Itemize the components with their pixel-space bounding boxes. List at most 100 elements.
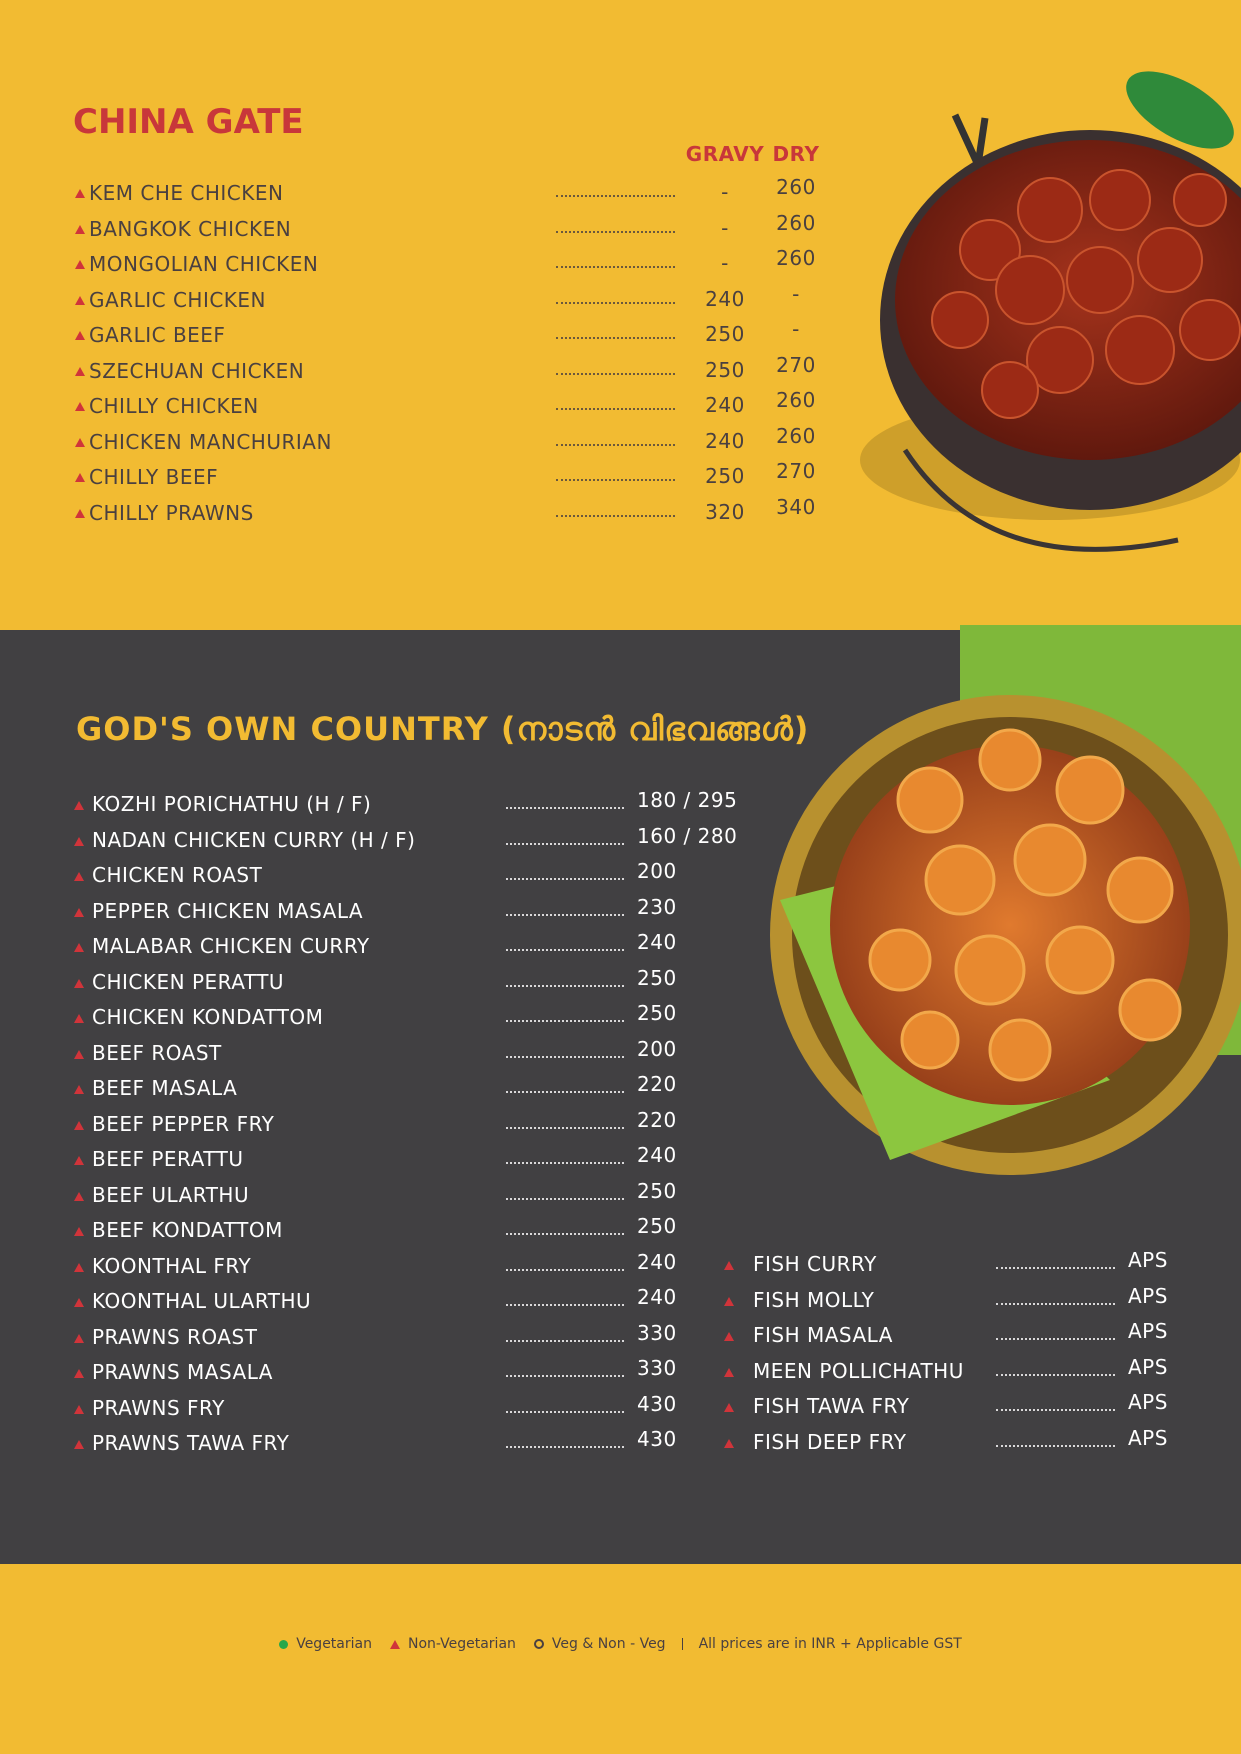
gravy-price: 250 — [705, 322, 745, 346]
non-veg-icon — [724, 1332, 734, 1341]
dry-price: 260 — [776, 388, 816, 412]
non-veg-icon — [74, 1120, 84, 1130]
gravy-price: 240 — [705, 428, 745, 453]
gravy-price: 250 — [705, 357, 745, 382]
gravy-price: 320 — [705, 499, 745, 524]
item-name: KEM CHE CHICKEN — [89, 181, 284, 205]
leader-dots — [506, 1410, 624, 1413]
non-veg-icon — [74, 1156, 84, 1165]
item-name: KOONTHAL FRY — [92, 1253, 252, 1278]
leader-dots — [556, 301, 675, 304]
non-veg-icon — [74, 978, 84, 988]
leader-dots — [556, 479, 675, 481]
leader-dots — [506, 1304, 624, 1306]
leader-dots — [996, 1373, 1115, 1376]
item-name: FISH DEEP FRY — [753, 1429, 907, 1454]
leader-dots — [506, 842, 624, 845]
non-veg-icon — [74, 1085, 84, 1094]
non-veg-icon — [75, 224, 85, 234]
non-veg-icon — [75, 295, 85, 305]
non-veg-icon — [389, 1639, 400, 1649]
legend-text: Veg & Non - Veg — [551, 1636, 666, 1652]
leader-dots — [506, 913, 624, 916]
item-price: 200 — [637, 859, 677, 883]
section-title: GOD'S OWN COUNTRY (നാടൻ വിഭവങ്ങൾ) — [76, 710, 810, 748]
non-veg-icon — [74, 1404, 84, 1414]
leader-dots — [506, 984, 624, 987]
non-veg-icon — [74, 1333, 84, 1343]
item-name: BEEF ROAST — [92, 1040, 222, 1065]
leader-dots — [556, 408, 675, 410]
gravy-price: - — [721, 251, 729, 275]
item-name: PRAWNS TAWA FRY — [92, 1431, 290, 1455]
non-veg-icon — [724, 1438, 734, 1448]
dry-price: 340 — [776, 494, 816, 519]
item-name: PRAWNS ROAST — [92, 1324, 258, 1349]
leader-dots — [506, 1126, 624, 1129]
item-price: 200 — [637, 1036, 677, 1061]
item-name: CHICKEN ROAST — [92, 863, 263, 887]
leader-dots — [506, 878, 624, 880]
item-name: KOONTHAL ULARTHU — [92, 1289, 312, 1313]
leader-dots — [556, 195, 675, 197]
item-name: BANGKOK CHICKEN — [89, 216, 292, 241]
leader-dots — [506, 1233, 624, 1235]
item-price: 230 — [637, 894, 677, 919]
leader-dots — [996, 1409, 1115, 1411]
non-veg-icon — [74, 836, 84, 846]
leader-dots — [556, 443, 675, 446]
item-price: APS — [1128, 1319, 1168, 1343]
non-veg-icon — [74, 1191, 84, 1201]
item-name: BEEF PEPPER FRY — [92, 1111, 275, 1136]
leader-dots — [996, 1267, 1115, 1269]
item-name: MALABAR CHICKEN CURRY — [92, 934, 370, 958]
non-veg-icon — [74, 801, 84, 810]
item-name: BEEF KONDATTOM — [92, 1218, 283, 1242]
non-veg-icon — [74, 1227, 84, 1236]
leader-dots — [556, 372, 675, 375]
item-name: PEPPER CHICKEN MASALA — [92, 898, 364, 923]
non-veg-icon — [75, 331, 85, 340]
item-price: 250 — [637, 1178, 677, 1203]
gravy-price: 240 — [705, 393, 745, 417]
item-name: PRAWNS MASALA — [92, 1360, 273, 1384]
non-veg-icon — [74, 872, 84, 881]
item-price: 250 — [637, 1214, 677, 1238]
item-name: NADAN CHICKEN CURRY (H / F) — [92, 827, 416, 852]
non-veg-icon — [724, 1296, 734, 1306]
item-name: FISH TAWA FRY — [753, 1394, 910, 1418]
leader-dots — [556, 337, 675, 339]
item-name: FISH MASALA — [753, 1323, 893, 1347]
item-name: SZECHUAN CHICKEN — [89, 358, 305, 383]
non-veg-icon — [724, 1367, 734, 1377]
leader-dots — [506, 1091, 624, 1093]
legend-text: Non-Vegetarian — [407, 1636, 516, 1652]
leader-dots — [556, 230, 675, 233]
non-veg-icon — [75, 366, 85, 376]
gravy-price: 250 — [705, 464, 745, 488]
item-name: GARLIC BEEF — [89, 323, 226, 347]
leader-dots — [556, 266, 675, 268]
non-veg-icon — [74, 1262, 84, 1272]
item-name: GARLIC CHICKEN — [89, 287, 267, 312]
item-name: CHILLY CHICKEN — [89, 394, 259, 418]
divider — [681, 1638, 683, 1650]
gravy-price: - — [721, 180, 729, 204]
item-name: FISH MOLLY — [753, 1287, 875, 1312]
item-price: 240 — [637, 1143, 677, 1167]
footer-legend: Vegetarian Non-Vegetarian Veg & Non - Ve… — [0, 1636, 1241, 1652]
leader-dots — [506, 807, 624, 809]
dry-price: 270 — [776, 459, 816, 483]
section-title: CHINA GATE — [73, 102, 304, 142]
item-name: CHICKEN PERATTU — [92, 969, 285, 994]
non-veg-icon — [75, 189, 85, 198]
column-header: GRAVY — [685, 142, 765, 166]
leader-dots — [506, 1197, 624, 1200]
item-name: KOZHI PORICHATHU (H / F) — [92, 792, 372, 816]
item-price: 330 — [637, 1356, 677, 1380]
item-price: 250 — [637, 965, 677, 990]
item-price: APS — [1128, 1354, 1168, 1379]
item-price: 220 — [637, 1107, 677, 1132]
leader-dots — [556, 514, 675, 517]
item-name: BEEF PERATTU — [92, 1147, 244, 1171]
